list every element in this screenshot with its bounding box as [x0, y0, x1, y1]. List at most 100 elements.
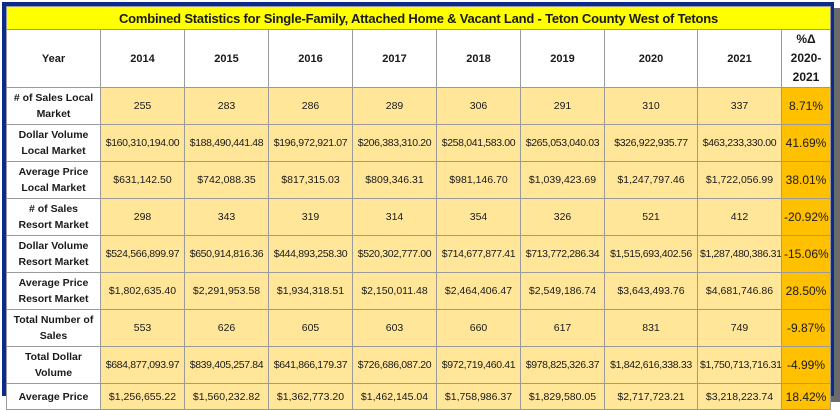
- table-cell: $1,362,773.20: [268, 383, 353, 410]
- table-cell: $444,893,258.30: [268, 235, 353, 273]
- table-cell: $684,877,093.97: [100, 346, 185, 384]
- pct-change-header-line1: %Δ 2020-: [790, 32, 822, 65]
- year-header-2018: 2018: [436, 29, 521, 88]
- pct-change-header: %Δ 2020- 2021: [780, 29, 832, 88]
- row-label: Dollar Volume Local Market: [6, 124, 101, 162]
- table-cell: $4,681,746.86: [697, 272, 782, 310]
- table-cell: 749: [697, 309, 782, 347]
- row-label-line1: Average Price: [18, 166, 89, 178]
- row-label: # of Sales Local Market: [6, 87, 101, 125]
- table-cell: 298: [100, 198, 185, 236]
- table-cell: $1,462,145.04: [352, 383, 437, 410]
- table-cell: $817,315.03: [268, 161, 353, 199]
- table-cell: $650,914,816.36: [184, 235, 269, 273]
- table-cell: 337: [697, 87, 782, 125]
- row-label-line1: Total Dollar: [25, 351, 82, 363]
- table-cell: 412: [697, 198, 782, 236]
- table-row: Average Price Resort Market $1,802,635.40 $…: [6, 272, 832, 310]
- table-row: # of Sales Local Market 255 283 286 289 306 291…: [6, 87, 832, 125]
- table-cell: 314: [352, 198, 437, 236]
- table-cell: 553: [100, 309, 185, 347]
- table-cell: $2,549,186.74: [520, 272, 605, 310]
- year-header-2020: 2020: [604, 29, 698, 88]
- row-label-line2: Resort Market: [18, 256, 89, 268]
- pct-change-cell: -4.99%: [780, 346, 832, 384]
- table-cell: 310: [604, 87, 698, 125]
- table-cell: $2,150,011.48: [352, 272, 437, 310]
- pct-change-cell: -15.06%: [780, 235, 832, 273]
- table-cell: 343: [184, 198, 269, 236]
- year-header-2019: 2019: [520, 29, 605, 88]
- table-cell: 286: [268, 87, 353, 125]
- row-label: Average Price: [6, 383, 101, 410]
- row-label-line1: # of Sales: [28, 203, 79, 215]
- year-header-2015: 2015: [184, 29, 269, 88]
- table-cell: $981,146.70: [436, 161, 521, 199]
- year-header-2016: 2016: [268, 29, 353, 88]
- table-cell: $714,677,877.41: [436, 235, 521, 273]
- table-cell: $631,142.50: [100, 161, 185, 199]
- pct-change-cell: 28.50%: [780, 272, 832, 310]
- table-cell: $3,218,223.74: [697, 383, 782, 410]
- row-label-line1: Dollar Volume: [18, 129, 89, 141]
- table-cell: $1,934,318.51: [268, 272, 353, 310]
- table-cell: $1,758,986.37: [436, 383, 521, 410]
- pct-change-header-line2: 2021: [792, 70, 820, 84]
- table-cell: $1,256,655.22: [100, 383, 185, 410]
- table-cell: 326: [520, 198, 605, 236]
- table-cell: $978,825,326.37: [520, 346, 605, 384]
- row-label-line2: Volume: [34, 367, 73, 379]
- year-header-2017: 2017: [352, 29, 437, 88]
- year-header: Year: [6, 29, 101, 88]
- table-cell: 603: [352, 309, 437, 347]
- table-cell: $809,346.31: [352, 161, 437, 199]
- table-cell: 319: [268, 198, 353, 236]
- row-label-line1: Average Price: [18, 390, 89, 403]
- table-cell: $713,772,286.34: [520, 235, 605, 273]
- table-cell: $188,490,441.48: [184, 124, 269, 162]
- table-cell: $160,310,194.00: [100, 124, 185, 162]
- table-cell: 605: [268, 309, 353, 347]
- table-cell: 521: [604, 198, 698, 236]
- table-cell: $1,560,232.82: [184, 383, 269, 410]
- table-title: Combined Statistics for Single-Family, A…: [5, 6, 832, 30]
- row-label: Average Price Local Market: [6, 161, 101, 199]
- table-cell: $1,247,797.46: [604, 161, 698, 199]
- statistics-table: Combined Statistics for Single-Family, A…: [5, 6, 832, 410]
- table-cell: 255: [100, 87, 185, 125]
- row-label: Total Number of Sales: [6, 309, 101, 347]
- table-cell: $1,750,713,716.31: [697, 346, 782, 384]
- row-label-line2: Local Market: [21, 182, 86, 194]
- row-label: Dollar Volume Resort Market: [6, 235, 101, 273]
- row-label-line2: Resort Market: [18, 219, 89, 231]
- row-label-line1: Total Number of: [13, 314, 94, 326]
- table-cell: 660: [436, 309, 521, 347]
- table-cell: $196,972,921.07: [268, 124, 353, 162]
- row-label-line2: Local Market: [21, 145, 86, 157]
- row-label: Total Dollar Volume: [6, 346, 101, 384]
- pct-change-cell: 8.71%: [780, 87, 832, 125]
- pct-change-cell: 41.69%: [780, 124, 832, 162]
- row-label-line2: Market: [36, 108, 71, 120]
- table-cell: 283: [184, 87, 269, 125]
- table-cell: $1,515,693,402.56: [604, 235, 698, 273]
- table-cell: $726,686,087.20: [352, 346, 437, 384]
- header-row: Year 2014 2015 2016 2017 2018 2019 2020 …: [6, 29, 832, 88]
- table-row: Dollar Volume Local Market $160,310,194.00…: [6, 124, 832, 162]
- table-cell: $641,866,179.37: [268, 346, 353, 384]
- table-cell: $742,088.35: [184, 161, 269, 199]
- table-cell: $463,233,330.00: [697, 124, 782, 162]
- row-label-line1: Average Price: [18, 277, 89, 289]
- table-cell: 354: [436, 198, 521, 236]
- table-cell: $326,922,935.77: [604, 124, 698, 162]
- table-cell: 626: [184, 309, 269, 347]
- table-cell: $1,829,580.05: [520, 383, 605, 410]
- year-header-2014: 2014: [100, 29, 185, 88]
- pct-change-cell: -9.87%: [780, 309, 832, 347]
- table-row: Total Number of Sales 553 626 605 603 660 617 83…: [6, 309, 832, 347]
- table-cell: $1,842,616,338.33: [604, 346, 698, 384]
- table-cell: 617: [520, 309, 605, 347]
- row-label: # of Sales Resort Market: [6, 198, 101, 236]
- table-cell: $524,566,899.97: [100, 235, 185, 273]
- pct-change-cell: 38.01%: [780, 161, 832, 199]
